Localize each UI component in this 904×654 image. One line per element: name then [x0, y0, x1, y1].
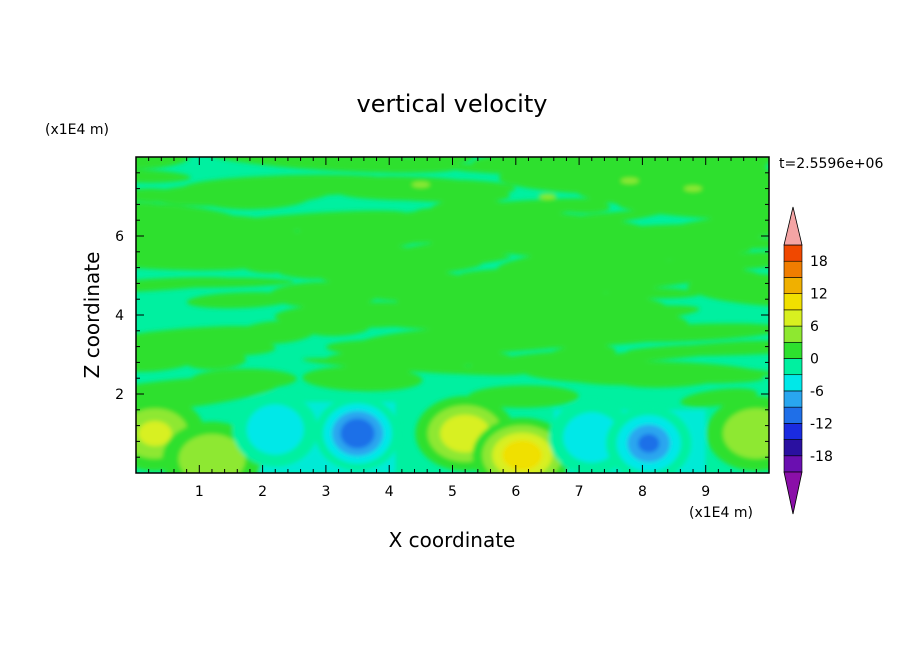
positive-streak: [607, 287, 702, 299]
y-axis-ticks: 2 4 6: [115, 172, 769, 458]
x-tick-label: 2: [258, 484, 267, 500]
positive-streak: [136, 325, 282, 360]
downdraft-contour: [563, 412, 621, 463]
downdraft-contour: [246, 404, 304, 455]
updraft-contour: [723, 408, 769, 459]
y-axis-unit: (x1E4 m): [45, 122, 109, 138]
colorbar-segment: [783, 374, 803, 392]
positive-streak: [581, 340, 769, 364]
positive-streak: [625, 183, 759, 202]
colorbar-tick-label: 18: [810, 254, 828, 270]
positive-streak: [430, 199, 519, 223]
colorbar-segment: [783, 406, 803, 424]
positive-streak: [327, 255, 512, 276]
time-label: t=2.5596e+06: [779, 156, 883, 172]
downdraft-contour: [638, 433, 660, 453]
updraft-contour: [138, 420, 172, 447]
colorbar-tick-label: -12: [810, 416, 833, 432]
positive-fleck: [684, 185, 703, 192]
positive-streak: [140, 277, 295, 288]
colorbar-segment: [783, 455, 803, 473]
plot-area: [136, 157, 769, 473]
positive-streak: [314, 233, 415, 248]
colorbar-segment: [783, 277, 803, 294]
positive-fleck: [620, 177, 639, 184]
x-tick-label: 7: [575, 484, 584, 500]
colorbar-segment: [783, 325, 803, 343]
positive-streak: [557, 201, 611, 214]
colorbar-over-arrow: [783, 206, 803, 246]
colorbar-segment: [783, 244, 803, 262]
positive-streak: [632, 157, 769, 184]
positive-streak: [658, 212, 769, 241]
positive-streak: [304, 320, 370, 337]
positive-streak: [520, 263, 746, 295]
y-tick-label: 2: [115, 387, 124, 403]
colorbar-tick-label: 6: [810, 319, 819, 335]
x-tick-label: 9: [701, 484, 710, 500]
y-tick-label: 6: [115, 229, 124, 245]
positive-fleck: [538, 193, 557, 200]
positive-streak: [136, 234, 260, 257]
colorbar-under-arrow: [783, 471, 803, 515]
positive-streak: [705, 273, 769, 293]
positive-streak: [136, 375, 270, 393]
colorbar-segment: [783, 358, 803, 376]
colorbar-segment: [783, 341, 803, 359]
positive-streak: [193, 182, 313, 210]
positive-streak: [497, 246, 679, 276]
colorbar-tick-label: -18: [810, 449, 833, 465]
downdraft-contour: [340, 418, 375, 449]
positive-streak: [641, 251, 769, 270]
positive-streak: [326, 339, 500, 360]
colorbar-segment: [783, 293, 803, 311]
y-axis-label: Z coordinate: [80, 252, 104, 379]
colorbar-segment: [783, 390, 803, 408]
colorbar-segment: [783, 439, 803, 457]
positive-streak: [200, 340, 276, 356]
colorbar-segment: [783, 423, 803, 440]
positive-streak: [290, 157, 350, 165]
colorbar-tick-label: 0: [810, 352, 819, 368]
updraft-contour: [178, 434, 246, 473]
colorbar-tick-label: 12: [810, 287, 828, 303]
chart-title: vertical velocity: [357, 90, 548, 118]
positive-fleck: [411, 181, 430, 188]
positive-streak: [136, 188, 191, 203]
positive-streak: [467, 385, 579, 408]
contour-field: [136, 157, 769, 473]
positive-streak: [612, 324, 724, 340]
x-axis-label: X coordinate: [389, 528, 516, 552]
colorbar-segment: [783, 260, 803, 278]
positive-streak: [186, 292, 295, 309]
positive-streak: [555, 368, 665, 386]
colorbar-segment: [783, 309, 803, 327]
positive-streak: [238, 226, 383, 244]
positive-streak: [486, 211, 569, 238]
x-tick-label: 8: [638, 484, 647, 500]
y-tick-label: 4: [115, 308, 124, 324]
x-axis-ticks: 1 2 3 4 5 6 7 8 9: [148, 157, 757, 500]
x-tick-label: 4: [385, 484, 394, 500]
x-tick-label: 3: [321, 484, 330, 500]
x-tick-label: 1: [195, 484, 204, 500]
positive-streak: [236, 320, 316, 344]
positive-streak: [337, 280, 544, 303]
colorbar-tick-label: -6: [810, 384, 824, 400]
x-axis-unit: (x1E4 m): [689, 505, 753, 521]
updraft-contour: [502, 440, 543, 471]
positive-streak: [184, 351, 247, 370]
positive-streak: [136, 157, 190, 170]
positive-streak: [302, 357, 522, 376]
positive-streak: [136, 214, 269, 232]
x-tick-label: 5: [448, 484, 457, 500]
positive-streak: [498, 224, 724, 244]
x-tick-label: 6: [511, 484, 520, 500]
positive-streak: [302, 366, 423, 392]
colorbar: 18 12 6 0 -6 -12 -18: [783, 206, 833, 515]
